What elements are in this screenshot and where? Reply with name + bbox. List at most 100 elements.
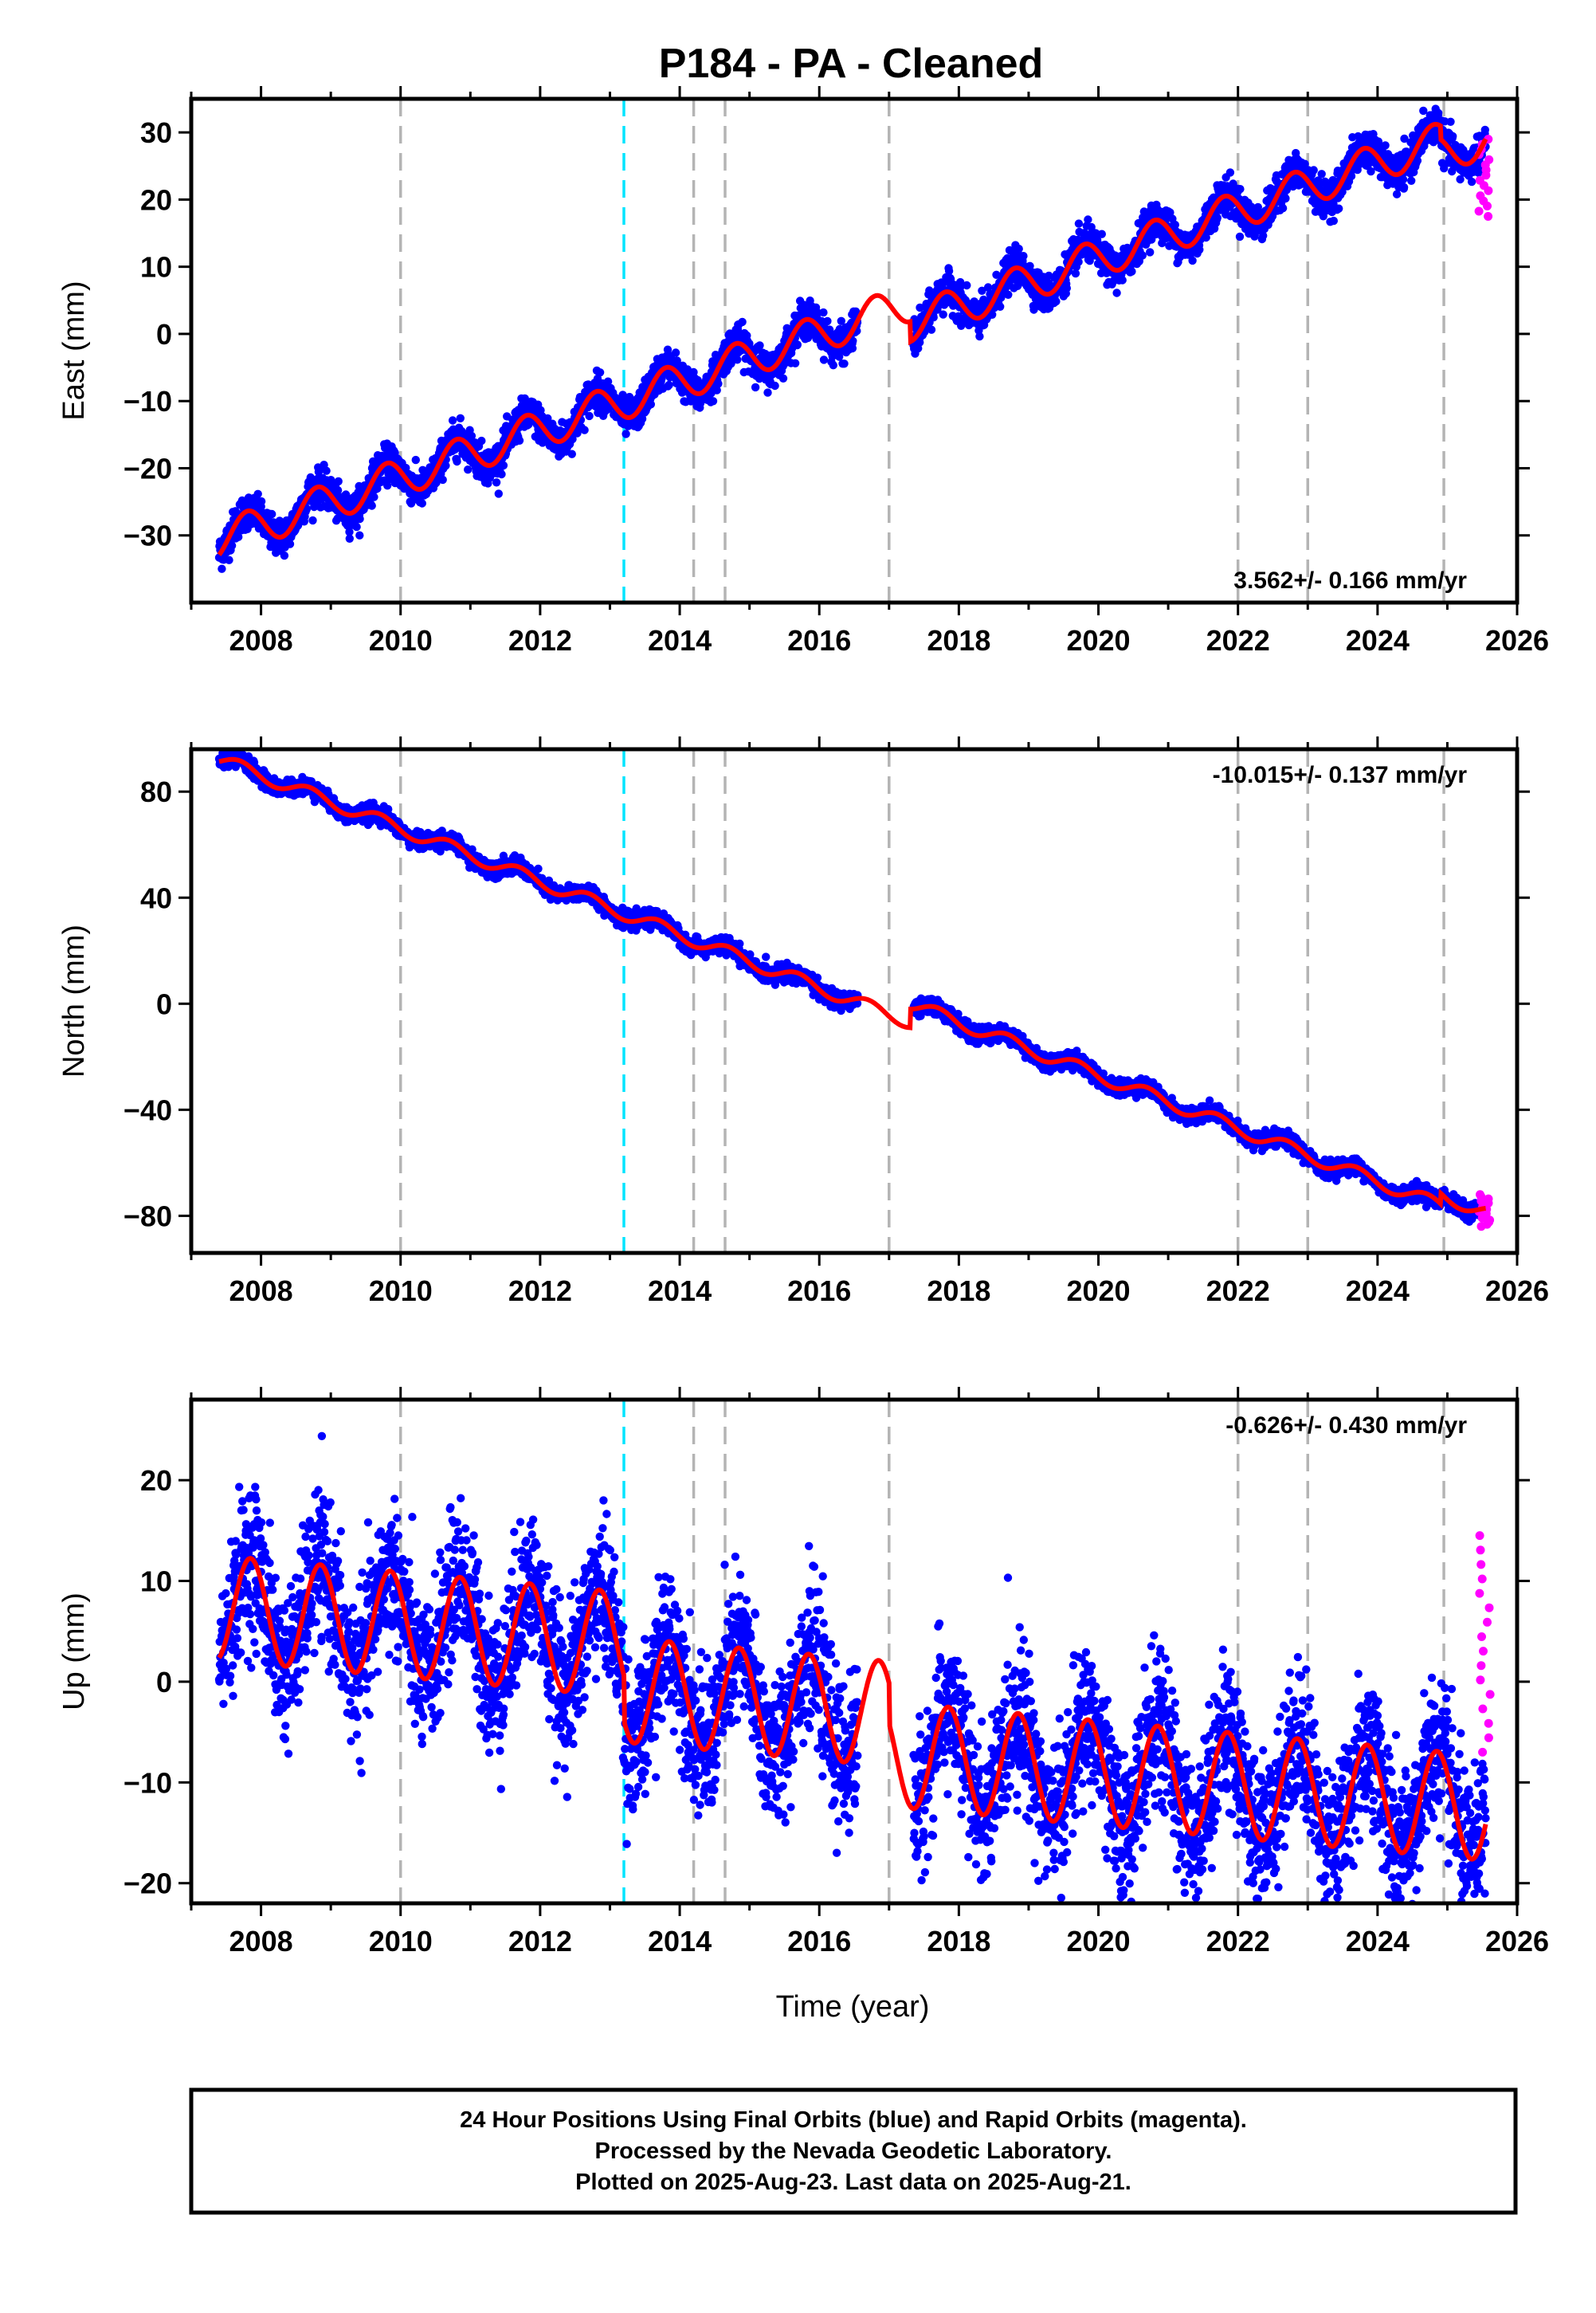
data-point: [646, 400, 655, 409]
y-tick-label: −20: [124, 452, 172, 485]
data-point: [1004, 290, 1013, 299]
data-point: [840, 359, 849, 368]
data-point: [1118, 276, 1127, 285]
data-point: [975, 332, 984, 341]
data-point: [543, 414, 552, 423]
data-point: [367, 501, 376, 510]
data-point: [268, 509, 276, 519]
data-point: [778, 374, 788, 383]
data-point: [302, 505, 311, 514]
data-point: [1225, 168, 1235, 177]
data-point: [1188, 256, 1197, 265]
data-point: [492, 478, 501, 487]
y-tick-label: 10: [140, 251, 172, 284]
data-point: [1449, 132, 1457, 141]
data-point: [497, 469, 506, 479]
data-point: [345, 534, 354, 543]
data-point: [1166, 208, 1174, 217]
data-point: [988, 310, 997, 319]
data-point: [308, 516, 317, 525]
x-tick-label: 2020: [1066, 624, 1130, 657]
data-point: [585, 411, 594, 421]
x-tick-label: 2012: [508, 624, 572, 657]
data-point: [1467, 177, 1476, 187]
data-point: [708, 397, 718, 406]
x-tick-label: 2018: [927, 624, 990, 657]
data-point: [383, 481, 392, 490]
data-point: [227, 541, 237, 550]
data-point: [1127, 267, 1136, 276]
data-point: [963, 281, 971, 290]
data-point: [1399, 183, 1409, 192]
data-point: [1171, 220, 1180, 230]
data-point: [441, 461, 450, 470]
data-point: [927, 325, 936, 334]
data-point: [567, 450, 576, 458]
data-point: [1407, 176, 1416, 185]
data-point: [568, 434, 577, 444]
data-point: [1029, 305, 1038, 314]
rapid-data-point: [1484, 212, 1493, 221]
data-point: [1062, 284, 1072, 293]
data-point: [771, 381, 779, 391]
data-point: [573, 429, 582, 438]
data-point: [1213, 214, 1222, 222]
data-point: [835, 352, 844, 361]
data-point: [837, 316, 846, 325]
data-point: [939, 310, 947, 319]
data-point: [280, 551, 289, 560]
data-point: [1074, 219, 1084, 228]
data-point: [1235, 232, 1245, 242]
data-point: [622, 430, 630, 438]
data-point: [355, 514, 364, 524]
rapid-data-point: [1476, 191, 1485, 201]
data-point: [1112, 289, 1121, 297]
data-point: [333, 486, 343, 495]
data-point: [819, 308, 828, 317]
data-point: [352, 522, 361, 532]
y-axis-title: East (mm): [57, 281, 91, 420]
data-point: [1480, 125, 1490, 135]
data-point: [438, 475, 447, 485]
x-tick-label: 2014: [648, 624, 712, 657]
x-tick-label: 2008: [229, 624, 293, 657]
data-point: [929, 313, 938, 322]
data-point: [1071, 269, 1080, 278]
data-point: [849, 336, 857, 345]
data-point: [944, 266, 954, 276]
data-point: [411, 455, 420, 465]
data-point: [978, 286, 986, 295]
x-tick-label: 2024: [1346, 624, 1410, 657]
data-point: [1278, 204, 1288, 213]
data-point: [712, 386, 721, 395]
data-point: [1309, 166, 1318, 175]
data-point: [1195, 245, 1204, 254]
y-tick-label: 20: [140, 183, 172, 216]
data-point: [345, 528, 354, 536]
data-point: [671, 348, 680, 357]
data-point: [983, 283, 993, 292]
north-panel: 2008 2010 2012 2014 2016 2018 2020 2022 2024 2026…: [57, 736, 1549, 1307]
data-point: [1019, 252, 1028, 261]
data-point: [218, 564, 226, 573]
data-point: [257, 497, 266, 506]
data-point: [738, 317, 747, 327]
data-point: [714, 379, 723, 388]
data-point: [1398, 175, 1408, 184]
data-point: [225, 556, 233, 564]
data-point: [1433, 108, 1443, 117]
data-point: [1446, 117, 1455, 126]
y-tick-label: 30: [140, 116, 172, 149]
data-point: [467, 431, 476, 441]
x-tick-label: 2022: [1206, 624, 1270, 657]
data-point: [1281, 194, 1290, 203]
data-point: [790, 359, 800, 367]
data-point: [956, 277, 965, 287]
data-point: [1317, 170, 1326, 179]
data-point: [253, 489, 262, 498]
data-point: [1014, 245, 1023, 253]
y-tick-label: 0: [156, 318, 172, 351]
data-point: [1335, 204, 1343, 213]
data-point: [1236, 185, 1245, 194]
